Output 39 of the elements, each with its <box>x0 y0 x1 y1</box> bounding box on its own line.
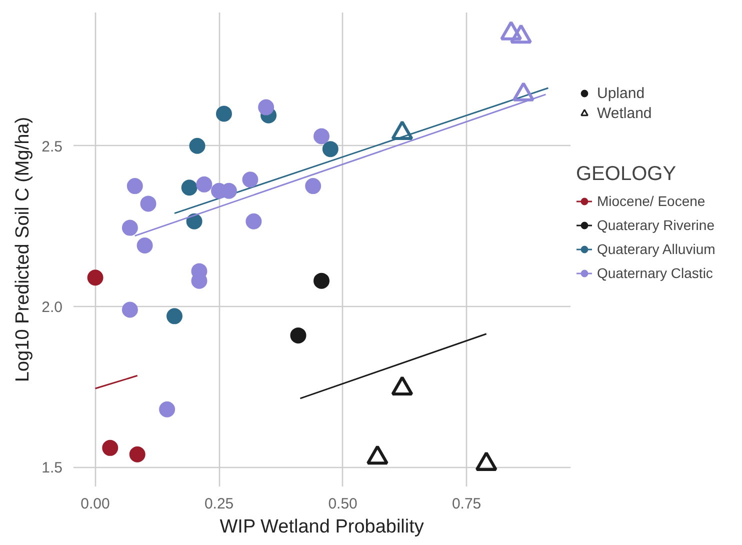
point <box>122 220 138 236</box>
legend-label: Upland <box>597 84 645 102</box>
y-tick-label: 2.5 <box>42 138 63 156</box>
x-tick-label: 0.50 <box>328 496 358 512</box>
point <box>189 138 206 154</box>
legend-label: Quaternary Clastic <box>597 265 713 281</box>
point <box>216 106 232 122</box>
point <box>196 176 212 192</box>
point <box>129 446 146 462</box>
point <box>87 270 104 286</box>
x-axis-title: WIP Wetland Probability <box>220 516 424 538</box>
y-axis-title: Log10 Predicted Soil C (Mg/ha) <box>12 116 34 382</box>
x-tick-label: 0.00 <box>80 496 110 512</box>
legend-label: Wetland <box>597 104 652 122</box>
point <box>186 213 202 230</box>
legend-label: Quaterary Alluvium <box>597 241 716 257</box>
point <box>246 213 262 230</box>
point <box>126 178 143 194</box>
legend-title: GEOLOGY <box>576 163 678 186</box>
point <box>136 238 153 254</box>
point <box>159 401 176 418</box>
point <box>242 172 258 188</box>
point <box>122 302 138 318</box>
y-tick-label: 2.0 <box>42 299 63 316</box>
legend-label: Quaterary Riverine <box>597 217 714 233</box>
y-tick-label: 1.5 <box>42 460 63 477</box>
point <box>102 440 118 456</box>
point <box>290 327 306 344</box>
point <box>314 128 330 144</box>
legend-label: Miocene/ Eocene <box>597 193 706 209</box>
point <box>258 99 274 116</box>
point <box>314 272 330 289</box>
point <box>166 308 182 324</box>
point <box>140 196 156 212</box>
point <box>305 178 322 194</box>
x-tick-label: 0.25 <box>204 496 234 512</box>
point <box>181 180 198 196</box>
point <box>322 141 338 158</box>
x-tick-label: 0.75 <box>452 496 482 512</box>
